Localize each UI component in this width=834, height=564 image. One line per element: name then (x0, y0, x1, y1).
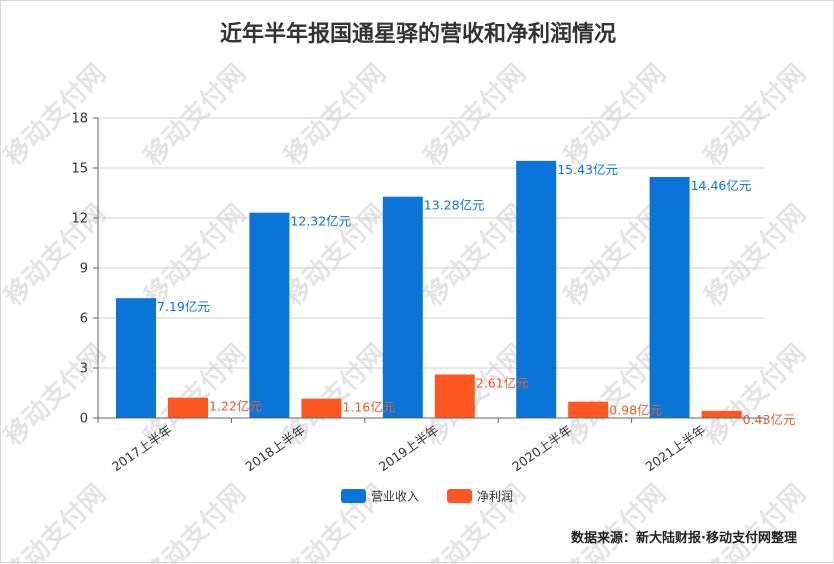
x-tick-label: 2020上半年 (509, 422, 574, 474)
data-label: 14.46亿元 (691, 178, 752, 193)
data-source-note: 数据来源：新大陆财报·移动支付网整理 (571, 530, 797, 546)
watermark-text: 移动支付网 (1, 199, 112, 312)
data-label: 0.43亿元 (743, 412, 796, 427)
bar-net-profit[interactable] (568, 401, 609, 418)
watermark-text: 移动支付网 (139, 199, 252, 312)
watermark-text: 移动支付网 (1, 59, 112, 172)
y-axis-ticks: 0 3 6 9 12 15 18 (71, 112, 98, 427)
data-label: 1.16亿元 (342, 400, 395, 415)
bar-revenue[interactable] (249, 212, 290, 418)
watermark-text: 移动支付网 (279, 59, 392, 172)
watermark-text: 移动支付网 (699, 199, 812, 312)
bar-revenue[interactable] (649, 177, 690, 418)
bar-net-profit[interactable] (301, 398, 342, 418)
watermark-text: 移动支付网 (1, 479, 112, 564)
legend-swatch (341, 489, 366, 503)
bar-revenue[interactable] (516, 160, 557, 419)
legend-label: 营业收入 (371, 490, 419, 504)
y-tick-label: 9 (80, 262, 88, 277)
data-label: 13.28亿元 (424, 198, 485, 213)
y-tick-label: 0 (80, 412, 88, 427)
watermark-text: 移动支付网 (699, 339, 812, 452)
data-labels: 7.19亿元 1.22亿元 12.32亿元 1.16亿元 13.28亿元 2.61亿元 15… (157, 162, 795, 427)
watermark-text: 移动支付网 (419, 199, 532, 312)
data-label: 7.19亿元 (157, 299, 210, 314)
watermark-text: 移动支付网 (139, 59, 252, 172)
bar-net-profit[interactable] (168, 397, 208, 418)
y-tick-label: 6 (80, 312, 88, 327)
chart-title: 近年半年报国通星驿的营收和净利润情况 (220, 21, 616, 47)
y-tick-label: 15 (71, 162, 88, 177)
data-label: 1.22亿元 (209, 399, 262, 414)
data-label: 12.32亿元 (290, 214, 351, 229)
watermark-text: 移动支付网 (1, 339, 112, 452)
watermark-text: 移动支付网 (139, 479, 252, 564)
legend-item-net-profit[interactable]: 净利润 (447, 489, 513, 504)
watermark-text: 移动支付网 (559, 479, 672, 564)
watermark-text: 移动支付网 (559, 59, 672, 172)
y-tick-label: 18 (71, 112, 88, 127)
x-tick-label: 2019上半年 (376, 422, 441, 474)
x-tick-label: 2021上半年 (643, 422, 708, 474)
legend[interactable]: 营业收入 净利润 (341, 489, 513, 504)
data-label: 15.43亿元 (557, 162, 618, 177)
data-label: 2.61亿元 (476, 376, 529, 391)
legend-swatch (447, 489, 472, 503)
y-tick-label: 3 (80, 362, 88, 377)
y-tick-label: 12 (71, 212, 88, 227)
bar-revenue[interactable] (116, 298, 156, 418)
watermark-text: 移动支付网 (699, 479, 812, 564)
watermark-text: 移动支付网 (699, 59, 812, 172)
axes (97, 118, 765, 419)
legend-label: 净利润 (477, 490, 513, 504)
watermark-text: 移动支付网 (419, 479, 532, 564)
watermark-text: 移动支付网 (419, 59, 532, 172)
bars (116, 160, 742, 419)
legend-item-revenue[interactable]: 营业收入 (341, 489, 419, 504)
x-axis-ticks: 2017上半年 2018上半年 2019上半年 2020上半年 2021上半年 (97, 418, 766, 474)
bar-net-profit[interactable] (701, 410, 742, 418)
bar-revenue[interactable] (382, 196, 423, 418)
bar-net-profit[interactable] (434, 374, 475, 419)
data-label: 0.98亿元 (609, 403, 662, 418)
